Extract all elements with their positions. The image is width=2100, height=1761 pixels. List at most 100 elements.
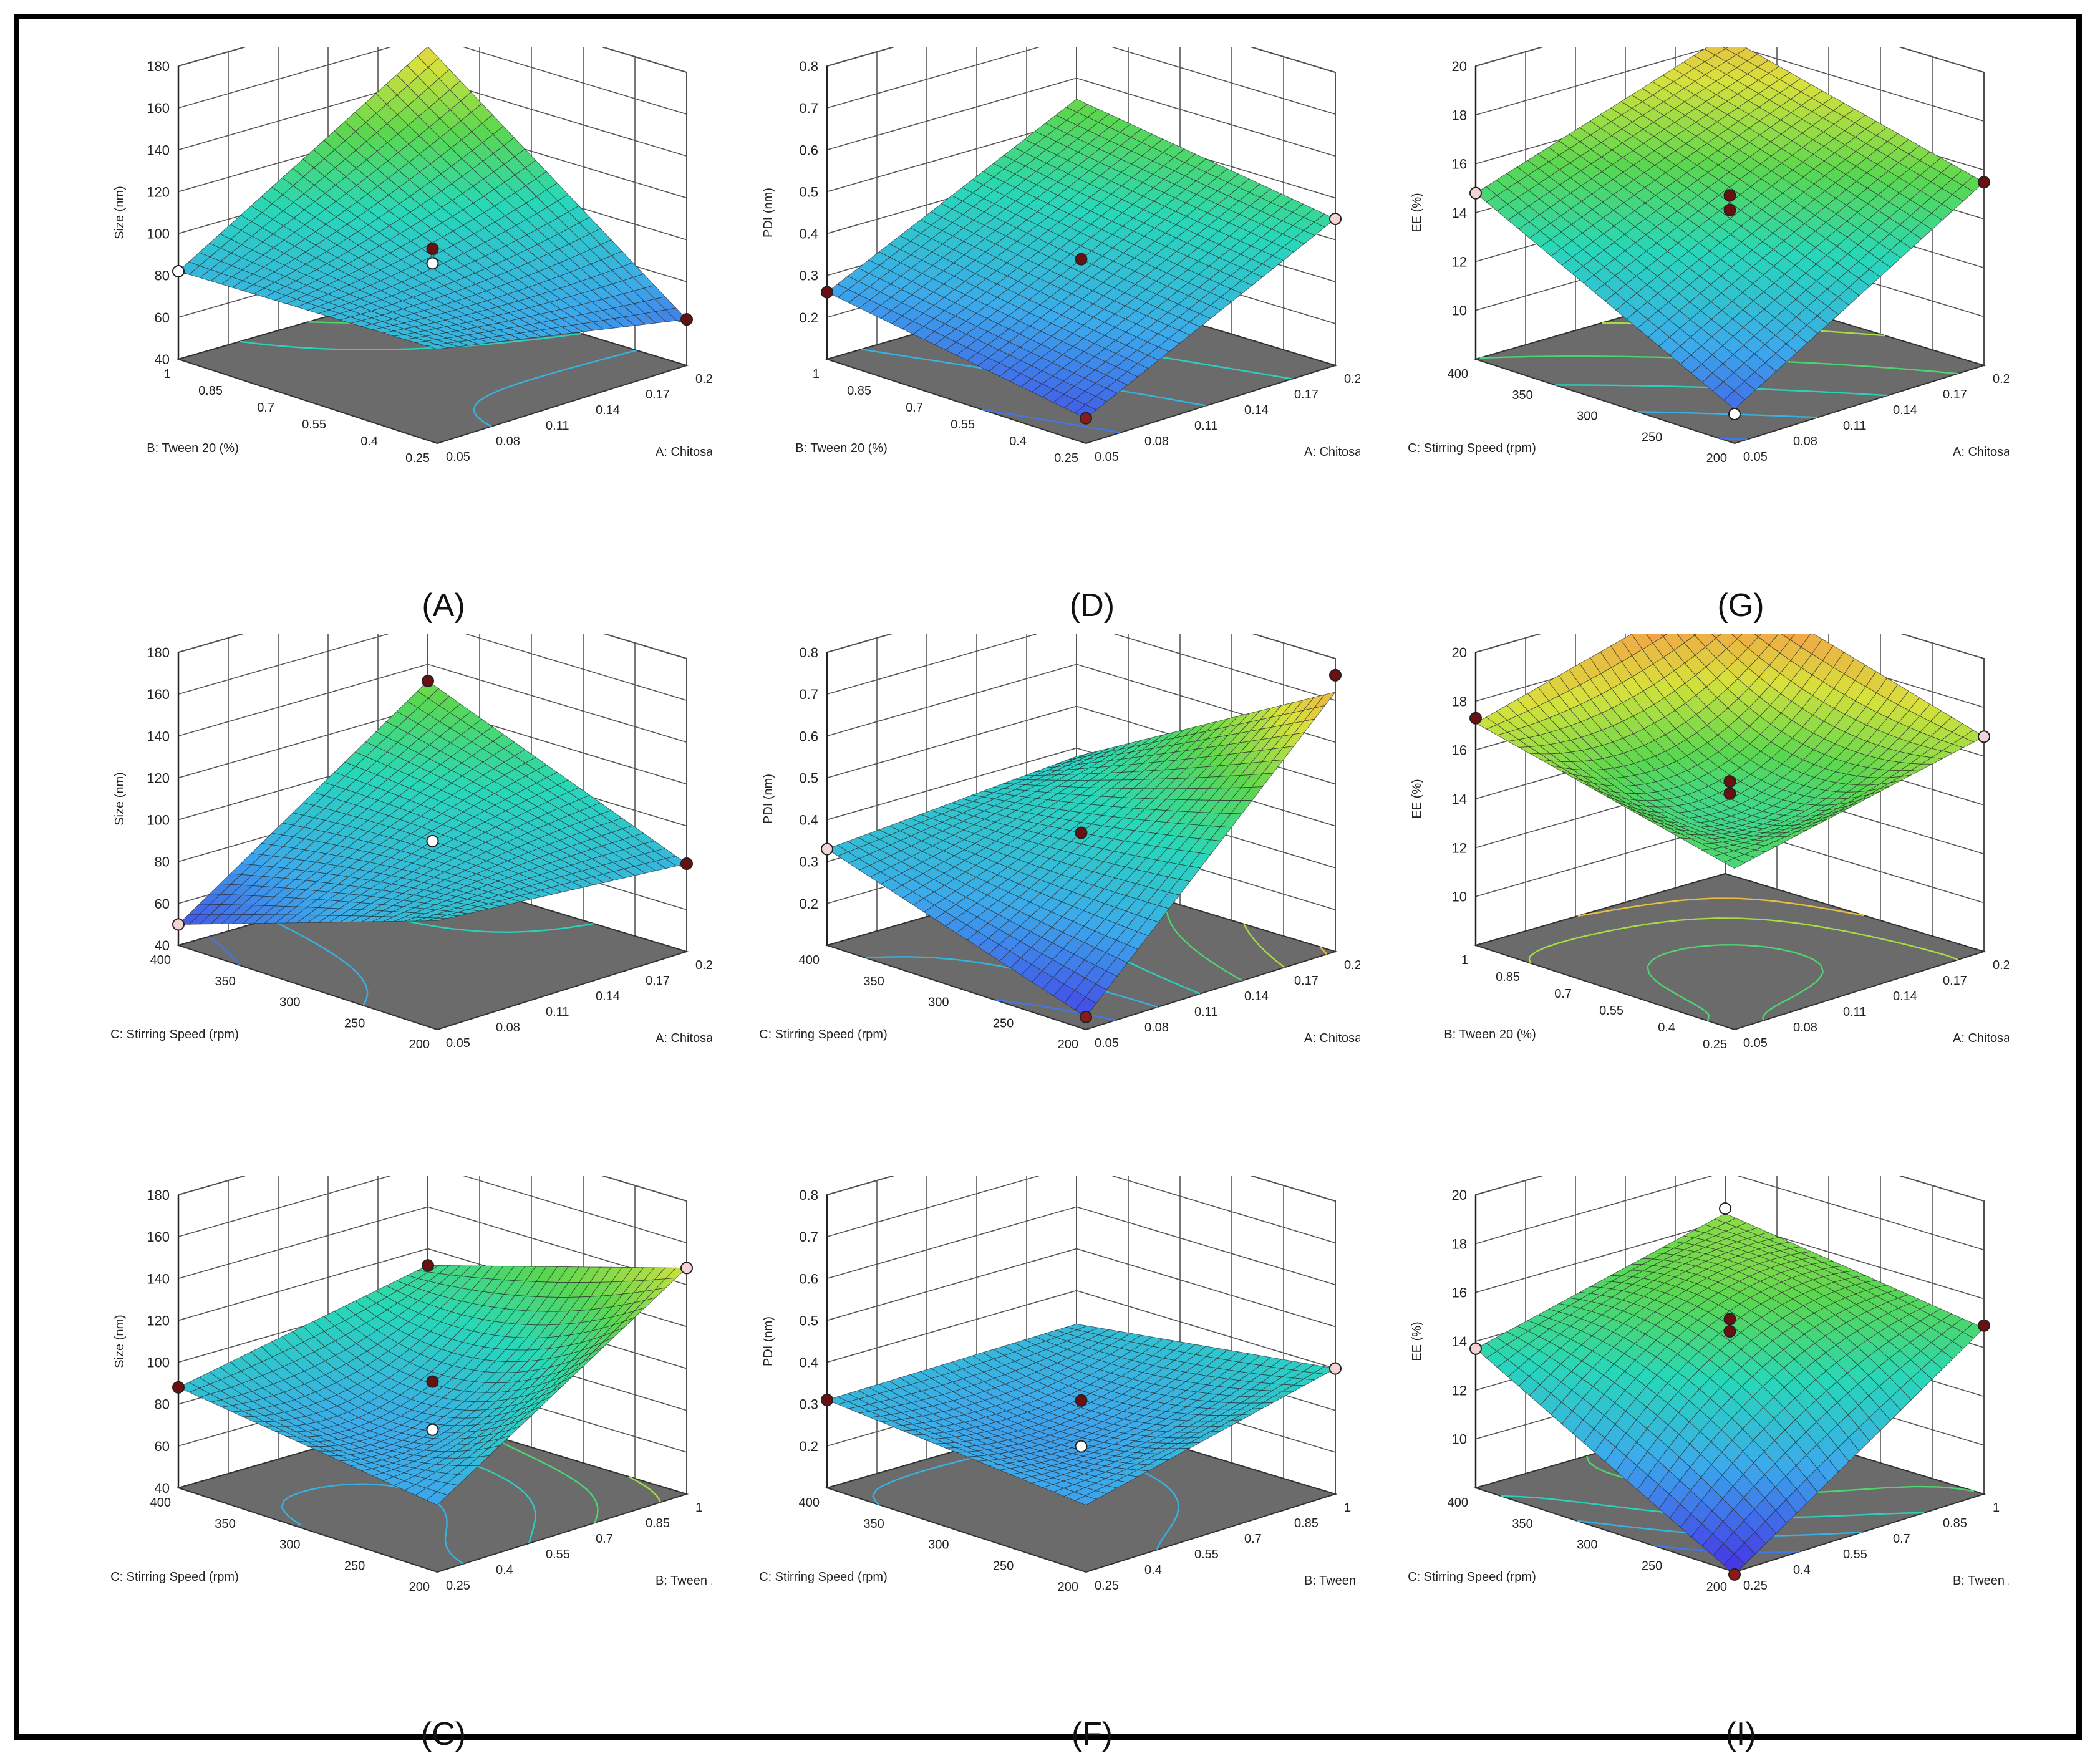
design-point [1075, 1440, 1088, 1453]
z-tick-label: 180 [147, 1187, 170, 1203]
z-tick-label: 80 [155, 268, 170, 284]
y-tick-labels: 200 250 300 350 400 [150, 953, 430, 1051]
z-tick-label: 140 [147, 728, 170, 744]
design-points [1469, 1202, 1990, 1581]
x-tick-label: 0.11 [1194, 419, 1217, 433]
z-tick-label: 100 [147, 1355, 170, 1371]
chart-panel-e: 0.2 0.3 0.4 0.5 0.6 0.7 0.8 PDI (nm) 0.05 0.08 0.1… [759, 634, 1360, 1051]
z-axis-label: PDI (nm) [762, 774, 775, 824]
x-tick-label: 0.17 [1943, 388, 1967, 402]
z-tick-label: 10 [1452, 303, 1467, 319]
z-axis-label: EE (%) [1410, 1321, 1424, 1361]
y-tick-label: 300 [279, 1538, 300, 1552]
x-axis-label: A: Chitosan (%) [1304, 445, 1360, 459]
x-tick-label: 0.05 [446, 1036, 470, 1050]
x-tick-label: 0.25 [1743, 1579, 1768, 1593]
x-tick-label: 0.17 [1294, 388, 1319, 402]
x-tick-label: 0.17 [646, 388, 670, 402]
z-tick-label: 60 [155, 896, 170, 912]
y-tick-label: 250 [993, 1559, 1014, 1573]
y-tick-label: 250 [993, 1016, 1014, 1030]
x-tick-label: 0.25 [446, 1579, 470, 1593]
response-surface [178, 47, 687, 350]
z-tick-label: 80 [155, 854, 170, 870]
chart-panel-i: 10 12 14 16 18 20 EE (%) 0.25 0.4 0.55 0.7 0.85 1 B: … [1408, 1176, 2009, 1594]
y-tick-label: 0.7 [1554, 987, 1572, 1001]
z-tick-label: 10 [1452, 889, 1467, 905]
x-tick-labels: 0.05 0.08 0.11 0.14 0.17 0.2 [1095, 958, 1360, 1050]
z-tick-label: 180 [147, 645, 170, 660]
x-tick-label: 0.05 [1743, 450, 1768, 464]
design-point [1728, 408, 1741, 420]
y-tick-label: 0.25 [1703, 1038, 1727, 1051]
x-axis-label: B: Tween 20 (%) [656, 1574, 712, 1588]
x-tick-labels: 0.05 0.08 0.11 0.14 0.17 0.2 [446, 372, 712, 464]
x-tick-label: 0.08 [1793, 1021, 1817, 1035]
x-tick-label: 0.55 [546, 1548, 570, 1561]
y-tick-labels: 200 250 300 350 400 [1448, 1496, 1727, 1594]
y-tick-label: 200 [1058, 1580, 1078, 1594]
design-point [172, 265, 185, 277]
x-axis-label: A: Chitosan (%) [1953, 1031, 2009, 1045]
response-surface [826, 1323, 1337, 1506]
x-axis-label: A: Chitosan (%) [656, 1031, 712, 1045]
y-tick-label: 400 [150, 1496, 171, 1510]
y-axis-label: B: Tween 20 (%) [795, 441, 887, 455]
y-tick-label: 0.25 [405, 451, 430, 465]
x-tick-label: 1 [695, 1501, 702, 1515]
x-tick-label: 0.2 [1993, 958, 2009, 972]
design-point [172, 918, 185, 931]
z-tick-label: 0.5 [799, 184, 818, 200]
x-axis-label: B: Tween 20 (%) [1304, 1574, 1360, 1588]
x-tick-label: 0.7 [1893, 1532, 1910, 1546]
z-tick-label: 0.5 [799, 1313, 818, 1328]
design-point [1723, 1313, 1736, 1326]
y-tick-label: 0.85 [198, 384, 223, 398]
z-tick-label: 16 [1452, 1285, 1467, 1301]
y-tick-label: 0.7 [257, 401, 274, 415]
design-point [426, 834, 439, 847]
z-tick-label: 16 [1452, 157, 1467, 172]
z-tick-label: 0.2 [799, 310, 818, 326]
design-point [680, 313, 693, 326]
y-tick-label: 300 [279, 996, 300, 1010]
x-tick-label: 0.11 [546, 1005, 569, 1019]
x-tick-label: 0.17 [646, 974, 670, 988]
z-tick-label: 60 [155, 1439, 170, 1454]
design-points [172, 242, 693, 326]
x-tick-label: 0.14 [1244, 990, 1269, 1003]
z-tick-label: 180 [147, 59, 170, 74]
z-tick-label: 160 [147, 100, 170, 116]
y-tick-label: 0.85 [1496, 970, 1520, 984]
panel-label-g: (G) [1717, 587, 1764, 624]
y-tick-label: 400 [799, 1496, 820, 1510]
x-tick-label: 0.25 [1095, 1579, 1119, 1593]
z-tick-label: 0.7 [799, 1229, 818, 1245]
y-axis-label: B: Tween 20 (%) [1444, 1028, 1536, 1041]
y-tick-label: 300 [1577, 410, 1597, 423]
x-tick-labels: 0.25 0.4 0.55 0.7 0.85 1 [446, 1501, 702, 1593]
contour-lines [1528, 897, 1958, 1021]
y-tick-label: 0.4 [1658, 1021, 1675, 1035]
x-tick-label: 0.2 [1344, 958, 1360, 972]
x-tick-label: 0.08 [496, 1021, 520, 1035]
wall-gridline [1475, 47, 1985, 122]
z-tick-label: 40 [155, 938, 170, 953]
z-axis-label: Size (nm) [113, 186, 127, 239]
panel-label-a: (A) [422, 587, 465, 624]
z-tick-label: 0.4 [799, 813, 818, 828]
design-point [426, 257, 439, 270]
z-axis-label: Size (nm) [113, 1315, 127, 1368]
z-tick-label: 0.3 [799, 854, 818, 870]
design-point [422, 1259, 434, 1272]
x-axis-label: A: Chitosan (%) [1953, 445, 2009, 459]
z-tick-label: 0.2 [799, 896, 818, 912]
y-tick-label: 300 [1577, 1538, 1597, 1552]
design-points [821, 213, 1342, 425]
x-tick-label: 1 [1993, 1501, 2000, 1515]
x-tick-label: 0.85 [1294, 1517, 1319, 1530]
y-tick-label: 200 [1058, 1038, 1078, 1051]
panel-label-i: (I) [1725, 1716, 1756, 1752]
design-point [1329, 1362, 1342, 1375]
